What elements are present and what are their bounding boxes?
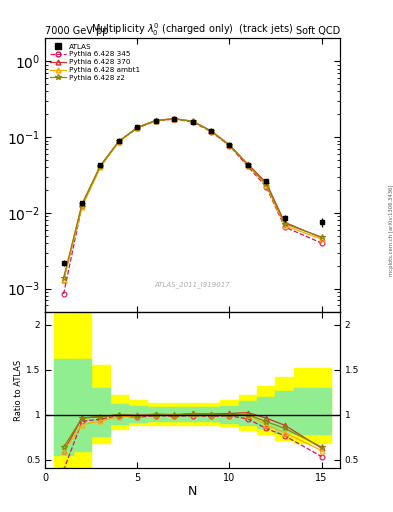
Title: Multiplicity $\lambda_0^0$ (charged only)  (track jets): Multiplicity $\lambda_0^0$ (charged only… [92,22,294,38]
Text: ATLAS_2011_I919017: ATLAS_2011_I919017 [155,281,230,288]
Text: 7000 GeV pp: 7000 GeV pp [45,26,109,36]
Y-axis label: Ratio to ATLAS: Ratio to ATLAS [14,359,23,421]
Text: mcplots.cern.ch [arXiv:1306.3436]: mcplots.cern.ch [arXiv:1306.3436] [389,185,393,276]
Legend: ATLAS, Pythia 6.428 345, Pythia 6.428 370, Pythia 6.428 ambt1, Pythia 6.428 z2: ATLAS, Pythia 6.428 345, Pythia 6.428 37… [49,42,141,82]
X-axis label: N: N [188,485,197,498]
Text: Soft QCD: Soft QCD [296,26,340,36]
